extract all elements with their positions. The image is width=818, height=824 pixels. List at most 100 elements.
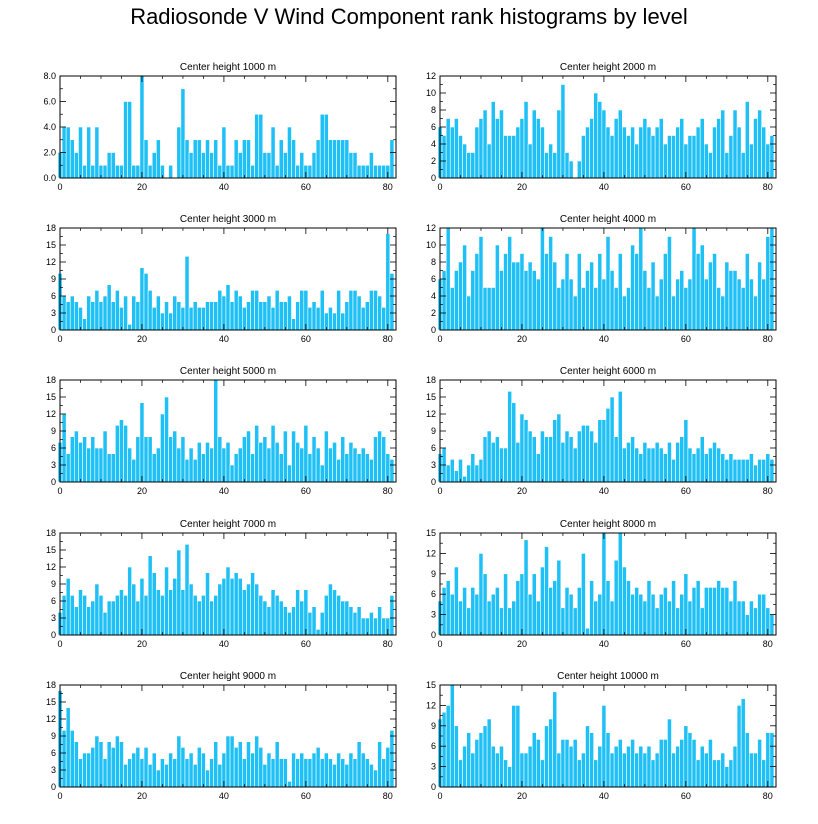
histogram-bar — [609, 396, 615, 483]
histogram-bar — [478, 118, 484, 179]
histogram-bar — [328, 139, 333, 179]
histogram-bar — [69, 730, 75, 788]
histogram-bar — [217, 164, 223, 179]
histogram-bar — [609, 135, 615, 179]
histogram-bar — [237, 295, 243, 331]
histogram-bar — [364, 301, 370, 331]
histogram-bar — [658, 118, 664, 179]
histogram-bar — [699, 244, 705, 331]
histogram-bar — [323, 752, 329, 788]
histogram-bar — [638, 126, 644, 179]
histogram-bar — [490, 101, 496, 179]
histogram-bar — [671, 295, 676, 331]
histogram-bar — [720, 587, 726, 636]
histogram-bar — [511, 402, 517, 483]
histogram-bar — [605, 408, 611, 483]
histogram-bar — [658, 278, 664, 331]
figure-title: Radiosonde V Wind Component rank histogr… — [130, 4, 688, 29]
histogram-bar — [667, 236, 672, 331]
histogram-bar — [106, 600, 112, 636]
histogram-bar — [572, 607, 578, 636]
histogram-bar — [646, 447, 652, 483]
histogram-bar — [266, 295, 272, 331]
histogram-bar — [229, 164, 235, 179]
y-tick-label: 10 — [426, 88, 436, 98]
x-tick-label: 0 — [437, 791, 442, 801]
histogram-bar — [548, 436, 553, 483]
histogram-bar — [449, 684, 455, 788]
histogram-bar — [441, 135, 447, 179]
histogram-bar — [221, 126, 227, 179]
histogram-bar — [523, 419, 529, 483]
histogram-bar — [123, 101, 128, 179]
histogram-bar — [315, 629, 321, 636]
histogram-bar — [262, 600, 268, 636]
y-tick-label: 6 — [51, 443, 56, 453]
histogram-bar — [663, 253, 668, 331]
histogram-bar — [757, 739, 762, 788]
histogram-bar — [90, 164, 96, 179]
histogram-bar — [78, 126, 83, 179]
histogram-bar — [115, 425, 120, 483]
x-tick-label: 20 — [137, 791, 147, 801]
histogram-bar — [544, 546, 549, 636]
histogram-bar — [274, 290, 280, 331]
histogram-bar — [225, 566, 231, 636]
histogram-bar — [274, 595, 280, 636]
histogram-bar — [765, 236, 771, 331]
y-tick-label: 3 — [431, 762, 436, 772]
histogram-bar — [458, 135, 463, 179]
histogram-bar — [270, 758, 276, 788]
histogram-bar — [585, 126, 590, 179]
histogram-bar — [544, 436, 549, 483]
histogram-bar — [535, 739, 541, 788]
histogram-bar — [348, 290, 354, 331]
x-tick-label: 40 — [219, 639, 229, 649]
histogram-bar — [147, 555, 153, 636]
histogram-bar — [761, 126, 767, 179]
histogram-bar — [184, 256, 190, 331]
histogram-bar — [654, 442, 660, 483]
histogram-bar — [135, 600, 141, 636]
histogram-bar — [691, 227, 697, 331]
histogram-bar — [246, 583, 251, 636]
histogram-bar — [597, 745, 603, 788]
histogram-bar — [495, 118, 500, 179]
histogram-bar — [445, 118, 451, 179]
histogram-bar — [527, 143, 533, 179]
histogram-bar — [581, 287, 586, 331]
histogram-bar — [490, 442, 496, 483]
histogram-bar — [348, 442, 354, 483]
histogram-bar — [560, 278, 566, 331]
histogram-bar — [478, 732, 484, 788]
histogram-bar — [291, 318, 296, 331]
histogram-bar — [744, 253, 750, 331]
y-tick-label: 3 — [431, 460, 436, 470]
histogram-bar — [373, 164, 378, 179]
histogram-bar — [757, 459, 762, 483]
histogram-bar — [270, 425, 276, 483]
histogram-bar — [328, 758, 333, 788]
histogram-bar — [650, 261, 656, 331]
histogram-bar — [110, 453, 116, 483]
histogram-bar — [740, 287, 746, 331]
histogram-bar — [490, 745, 496, 788]
histogram-bar — [687, 600, 693, 636]
histogram-bar — [168, 312, 173, 331]
histogram-bar — [106, 453, 112, 483]
histogram-bar — [389, 459, 395, 483]
histogram-bar — [663, 143, 668, 179]
histogram-bar — [278, 600, 284, 636]
histogram-bar — [160, 595, 165, 636]
histogram-bar — [147, 436, 153, 483]
histogram-bar — [360, 447, 366, 483]
histogram-bar — [332, 589, 337, 636]
histogram-bar — [535, 118, 541, 179]
histogram-bar — [373, 436, 378, 483]
histogram-bar — [86, 606, 92, 636]
histogram-bar — [523, 752, 529, 788]
histogram-bar — [299, 152, 305, 179]
histogram-bar — [445, 705, 451, 788]
histogram-bar — [474, 464, 480, 483]
